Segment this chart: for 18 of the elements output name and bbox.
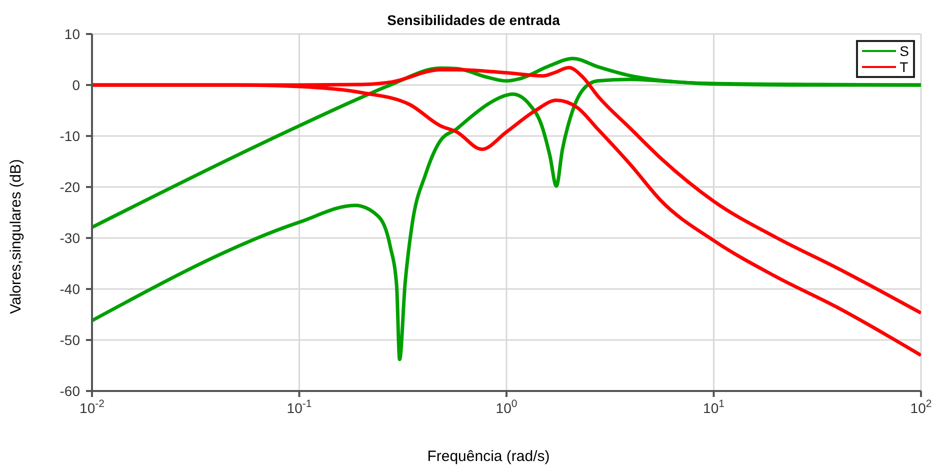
y-tick-label: 10 xyxy=(64,26,80,42)
x-tick-label: 10$^{2}$ xyxy=(910,398,932,416)
x-axis-title: Frequência (rad/s) xyxy=(426,448,551,465)
x-tick-label: 10$^{0}$ xyxy=(496,398,518,416)
y-tick-label: -30 xyxy=(60,230,80,246)
y-axis-title: Valores,singulares (dB) xyxy=(8,158,24,316)
y-tick-label: -10 xyxy=(60,128,80,144)
x-tick-label: 10$^{-2}$ xyxy=(80,398,105,416)
y-tick-label: -20 xyxy=(60,179,80,195)
x-tick-label: 10$^{-1}$ xyxy=(286,398,312,416)
y-tick-label: -40 xyxy=(60,281,80,297)
y-tick-label: 0 xyxy=(72,77,80,93)
y-tick-label: -60 xyxy=(60,383,80,399)
y-tick-label: -50 xyxy=(60,332,80,348)
legend-label: S xyxy=(900,43,909,59)
legend-label: T xyxy=(900,59,908,75)
chart-title: Sensibilidades de entrada xyxy=(387,12,560,28)
x-tick-label: 10$^{1}$ xyxy=(703,398,725,416)
